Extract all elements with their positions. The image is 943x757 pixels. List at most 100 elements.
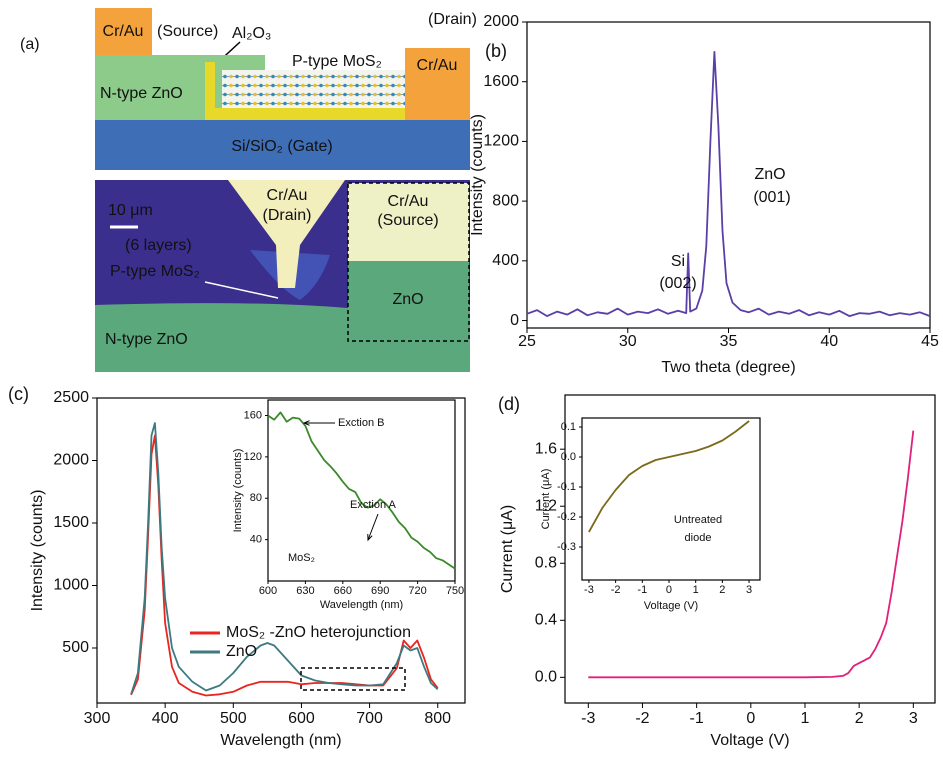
y-tick-label: 800 — [492, 192, 519, 209]
x-tick-label: 690 — [371, 585, 389, 597]
x-tick-label: 30 — [619, 333, 637, 350]
source-metal: Cr/Au — [103, 23, 144, 40]
layers-label: (6 layers) — [125, 237, 192, 254]
legend-label: MoS₂ -ZnO heterojunction — [226, 624, 411, 641]
x-tick-label: 3 — [909, 710, 918, 727]
source-electrode — [348, 183, 469, 261]
x-tick-label: 2 — [855, 710, 864, 727]
drain-label: (Drain) — [428, 11, 477, 28]
oxide-label: Al₂O₃ — [232, 25, 271, 42]
data-line — [526, 51, 931, 317]
y-tick-label: -0.3 — [557, 541, 576, 553]
x-tick-label: 300 — [84, 710, 111, 727]
arrow — [204, 281, 279, 299]
y-tick-label: 1200 — [483, 133, 519, 150]
x-tick-label: 1 — [801, 710, 810, 727]
annotation: Exction A — [350, 499, 397, 511]
x-axis-label: Two theta (degree) — [661, 359, 795, 376]
x-tick-label: 0 — [666, 584, 672, 596]
gate-layer — [95, 120, 470, 170]
y-tick-label: 2000 — [483, 13, 519, 30]
highlight-box — [300, 667, 406, 691]
plot-frame — [526, 21, 931, 329]
oxide-layer — [205, 62, 425, 120]
x-tick-label: 3 — [746, 584, 752, 596]
arrow-head — [302, 420, 310, 426]
x-tick-label: 700 — [356, 710, 383, 727]
y-tick-label: 0.0 — [535, 669, 557, 686]
y-axis-label: Intensity (counts) — [29, 490, 46, 612]
data-line — [267, 411, 456, 570]
annotation: Untreated — [674, 514, 722, 526]
y-tick-label: 0.8 — [535, 554, 557, 571]
micrograph: Cr/Au (Drain) Cr/Au (Source) ZnO 10 μm (… — [95, 180, 470, 372]
y-tick-label: 500 — [62, 639, 89, 656]
x-tick-label: 750 — [446, 585, 464, 597]
drain-label: (Drain) — [263, 207, 312, 224]
x-tick-label: -3 — [581, 710, 595, 727]
y-axis-label: Current (μA) — [540, 469, 552, 530]
channel-label: P-type MoS₂ — [292, 53, 382, 70]
scale-label: 10 μm — [108, 202, 153, 219]
annotation: diode — [685, 532, 712, 544]
source-label: (Source) — [157, 23, 218, 40]
legend-label: ZnO — [226, 643, 257, 660]
data-line — [130, 422, 439, 695]
x-tick-label: 40 — [820, 333, 838, 350]
y-tick-label: 0.0 — [561, 451, 576, 463]
chart: 600 630 660 690 720 750 40 80 120 160 Wavelength (… — [232, 399, 464, 611]
source-label: (Source) — [377, 212, 438, 229]
plot-frame — [267, 399, 456, 582]
x-tick-label: 45 — [921, 333, 939, 350]
n-layer-label: N-type ZnO — [100, 85, 183, 102]
x-axis-label: Wavelength (nm) — [220, 732, 341, 749]
x-tick-label: -2 — [635, 710, 649, 727]
chart: 25 30 35 40 45 0 400 800 1200 1600 2000 Two theta (… — [469, 13, 939, 376]
annotation: ZnO — [754, 166, 785, 183]
schematic: (a) Cr/Au (Source) Al₂O₃ (Drain) N-type … — [20, 8, 477, 170]
y-axis-label: Intensity (counts) — [232, 449, 244, 533]
mos2-stack — [222, 70, 405, 108]
x-axis-label: Wavelength (nm) — [320, 599, 403, 611]
x-tick-label: 720 — [408, 585, 426, 597]
arrow-head — [367, 533, 373, 542]
x-tick-label: 600 — [259, 585, 277, 597]
y-tick-label: 2000 — [53, 452, 89, 469]
panel-label: (d) — [498, 394, 520, 414]
x-tick-label: 630 — [296, 585, 314, 597]
arrow — [367, 513, 379, 541]
drain-metal: Cr/Au — [417, 57, 458, 74]
zno-inset — [348, 261, 469, 341]
x-tick-label: 1 — [693, 584, 699, 596]
chart: -3 -2 -1 0 1 2 3 0.1 0.0 -0.1 -0.2 -0.3 Voltage (V) C… — [540, 417, 761, 612]
y-tick-label: 1.2 — [535, 497, 557, 514]
x-tick-label: 660 — [334, 585, 352, 597]
x-axis-label: Voltage (V) — [644, 600, 698, 612]
y-tick-label: 400 — [492, 252, 519, 269]
x-tick-label: 35 — [720, 333, 738, 350]
y-tick-label: -0.1 — [557, 481, 576, 493]
drain-contact — [405, 48, 470, 120]
drain-electrode — [228, 180, 345, 288]
x-axis-label: Voltage (V) — [710, 732, 789, 749]
source-contact — [95, 8, 152, 55]
annotation: Exction B — [338, 417, 384, 429]
y-axis-label: Intensity (counts) — [469, 114, 486, 236]
x-tick-label: 500 — [220, 710, 247, 727]
y-tick-label: -0.2 — [557, 511, 576, 523]
annotation: MoS₂ — [288, 552, 315, 564]
dashed-box — [347, 182, 470, 342]
x-tick-label: 400 — [152, 710, 179, 727]
y-tick-label: 1600 — [483, 73, 519, 90]
y-tick-label: 0.4 — [535, 612, 557, 629]
x-tick-label: -3 — [584, 584, 594, 596]
x-tick-label: 2 — [719, 584, 725, 596]
panel-label: (a) — [20, 36, 40, 53]
y-tick-label: 0.1 — [561, 421, 576, 433]
y-tick-label: 2500 — [53, 389, 89, 406]
x-tick-label: 25 — [518, 333, 536, 350]
panel-label: (b) — [485, 41, 507, 61]
y-tick-label: 40 — [250, 534, 262, 546]
annotation: Si — [671, 253, 685, 270]
